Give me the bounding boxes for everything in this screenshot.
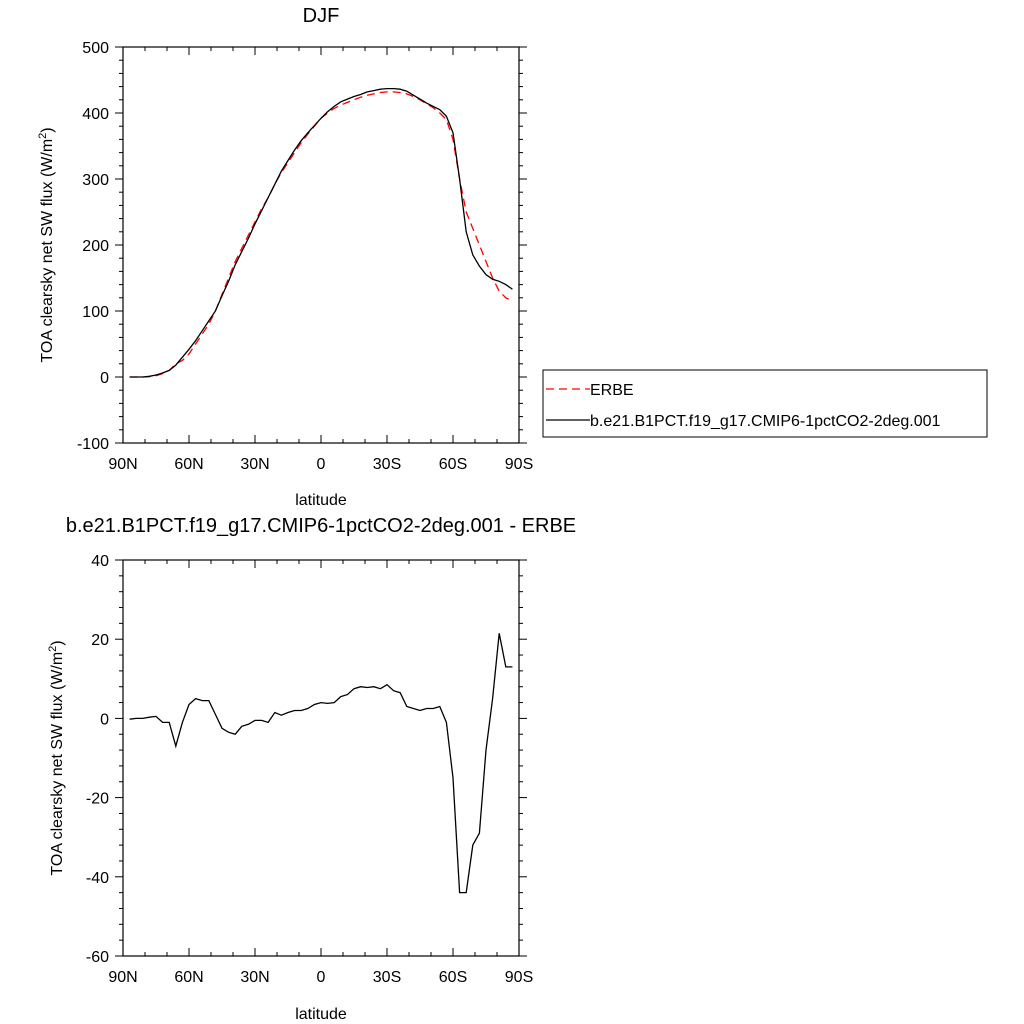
y-tick-label: -60 <box>86 949 109 966</box>
legend-box <box>542 369 988 438</box>
x-tick-label: 30S <box>373 456 401 473</box>
legend: ERBE b.e21.B1PCT.f19_g17.CMIP6-1pctCO2-2d… <box>542 369 988 438</box>
x-tick-label: 30S <box>373 969 401 986</box>
x-tick-label: 0 <box>317 969 326 986</box>
x-tick-label: 90S <box>505 969 533 986</box>
series-line-difference <box>129 633 513 894</box>
y-tick-label: 100 <box>82 304 109 321</box>
x-tick-label: 0 <box>317 456 326 473</box>
x-tick-label: 60S <box>439 456 467 473</box>
x-tick-label: 60S <box>439 969 467 986</box>
chart-title: DJF <box>303 5 340 27</box>
y-tick-label: 40 <box>91 553 109 570</box>
bottom-panel: b.e21.B1PCT.f19_g17.CMIP6-1pctCO2-2deg.0… <box>47 515 576 1023</box>
legend-label: b.e21.B1PCT.f19_g17.CMIP6-1pctCO2-2deg.0… <box>590 413 941 430</box>
y-tick-label: 20 <box>91 632 109 649</box>
y-tick-label: -40 <box>86 870 109 887</box>
y-tick-label: 200 <box>82 238 109 255</box>
y-tick-label: 500 <box>82 40 109 57</box>
y-tick-label: -100 <box>77 436 109 453</box>
y-axis-title-main: TOA clearsky net SW flux (W/m <box>49 652 66 876</box>
series-line-b-e21-b1pct-f19-g17-cmip6-1pctco2-2deg-001 <box>129 87 513 378</box>
y-axis-title: TOA clearsky net SW flux (W/m2) <box>37 127 56 362</box>
y-tick-label: 0 <box>100 370 109 387</box>
y-axis-title-superscript: 2 <box>37 133 49 139</box>
plot-frame <box>122 559 520 957</box>
x-tick-label: 90N <box>108 969 137 986</box>
y-axis-title-superscript: 2 <box>47 646 59 652</box>
plot-frame <box>122 46 520 444</box>
x-axis-title: latitude <box>295 492 347 509</box>
x-tick-label: 30N <box>240 969 269 986</box>
y-tick-label: 300 <box>82 172 109 189</box>
top-panel: DJF latitude TOA clearsky net SW flux (W/m… <box>37 5 533 509</box>
series-line-erbe <box>129 91 513 378</box>
y-tick-label: -20 <box>86 791 109 808</box>
x-tick-label: 90S <box>505 456 533 473</box>
x-tick-label: 90N <box>108 456 137 473</box>
chart-title: b.e21.B1PCT.f19_g17.CMIP6-1pctCO2-2deg.0… <box>66 515 576 537</box>
x-tick-label: 60N <box>174 456 203 473</box>
x-axis-title: latitude <box>295 1006 347 1023</box>
x-tick-label: 60N <box>174 969 203 986</box>
y-tick-label: 0 <box>100 711 109 728</box>
y-axis-title-main: TOA clearsky net SW flux (W/m <box>39 139 56 363</box>
legend-label: ERBE <box>590 382 634 399</box>
y-axis-title: TOA clearsky net SW flux (W/m2) <box>47 640 66 875</box>
y-axis-title-tail: ) <box>49 640 66 645</box>
y-tick-label: 400 <box>82 106 109 123</box>
y-axis-title-tail: ) <box>39 127 56 132</box>
x-tick-label: 30N <box>240 456 269 473</box>
